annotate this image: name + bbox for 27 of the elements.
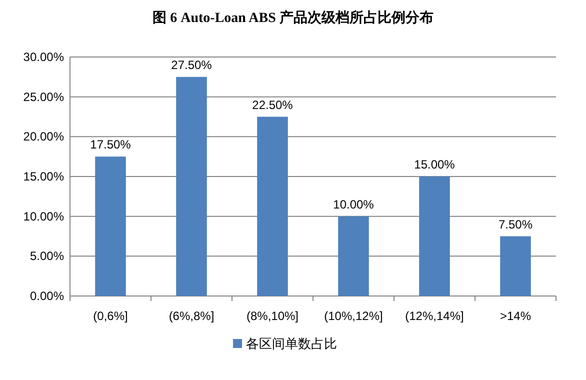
bar bbox=[419, 176, 450, 296]
data-label: 7.50% bbox=[498, 217, 533, 232]
bar bbox=[176, 76, 207, 296]
y-tick-label: 15.00% bbox=[23, 170, 64, 184]
y-tick-label: 0.00% bbox=[30, 289, 64, 303]
x-tick-label: (10%,12%] bbox=[324, 309, 383, 323]
x-tick-label: (0,6%] bbox=[93, 309, 128, 323]
bar bbox=[95, 156, 126, 296]
data-label: 17.50% bbox=[90, 138, 132, 152]
y-tick-label: 25.00% bbox=[23, 90, 64, 104]
legend-label: 各区间单数占比 bbox=[246, 336, 337, 351]
x-tick-label: (6%,8%] bbox=[168, 309, 214, 323]
bar bbox=[338, 216, 369, 296]
data-label: 10.00% bbox=[333, 197, 374, 212]
chart-title: 图 6 Auto-Loan ABS 产品次级档所占比例分布 bbox=[152, 9, 434, 26]
x-tick-label: (8%,10%] bbox=[246, 309, 299, 323]
bar bbox=[500, 236, 531, 296]
y-tick-label: 20.00% bbox=[23, 130, 64, 144]
y-tick-label: 5.00% bbox=[30, 249, 64, 264]
data-label: 27.50% bbox=[171, 58, 212, 72]
y-tick-label: 10.00% bbox=[23, 209, 64, 224]
x-tick-label: (12%,14%] bbox=[405, 309, 464, 323]
y-tick-label: 30.00% bbox=[23, 50, 64, 64]
x-tick-label: >14% bbox=[500, 309, 532, 323]
bar bbox=[257, 116, 288, 296]
data-label: 15.00% bbox=[414, 158, 456, 172]
data-label: 22.50% bbox=[252, 98, 294, 112]
